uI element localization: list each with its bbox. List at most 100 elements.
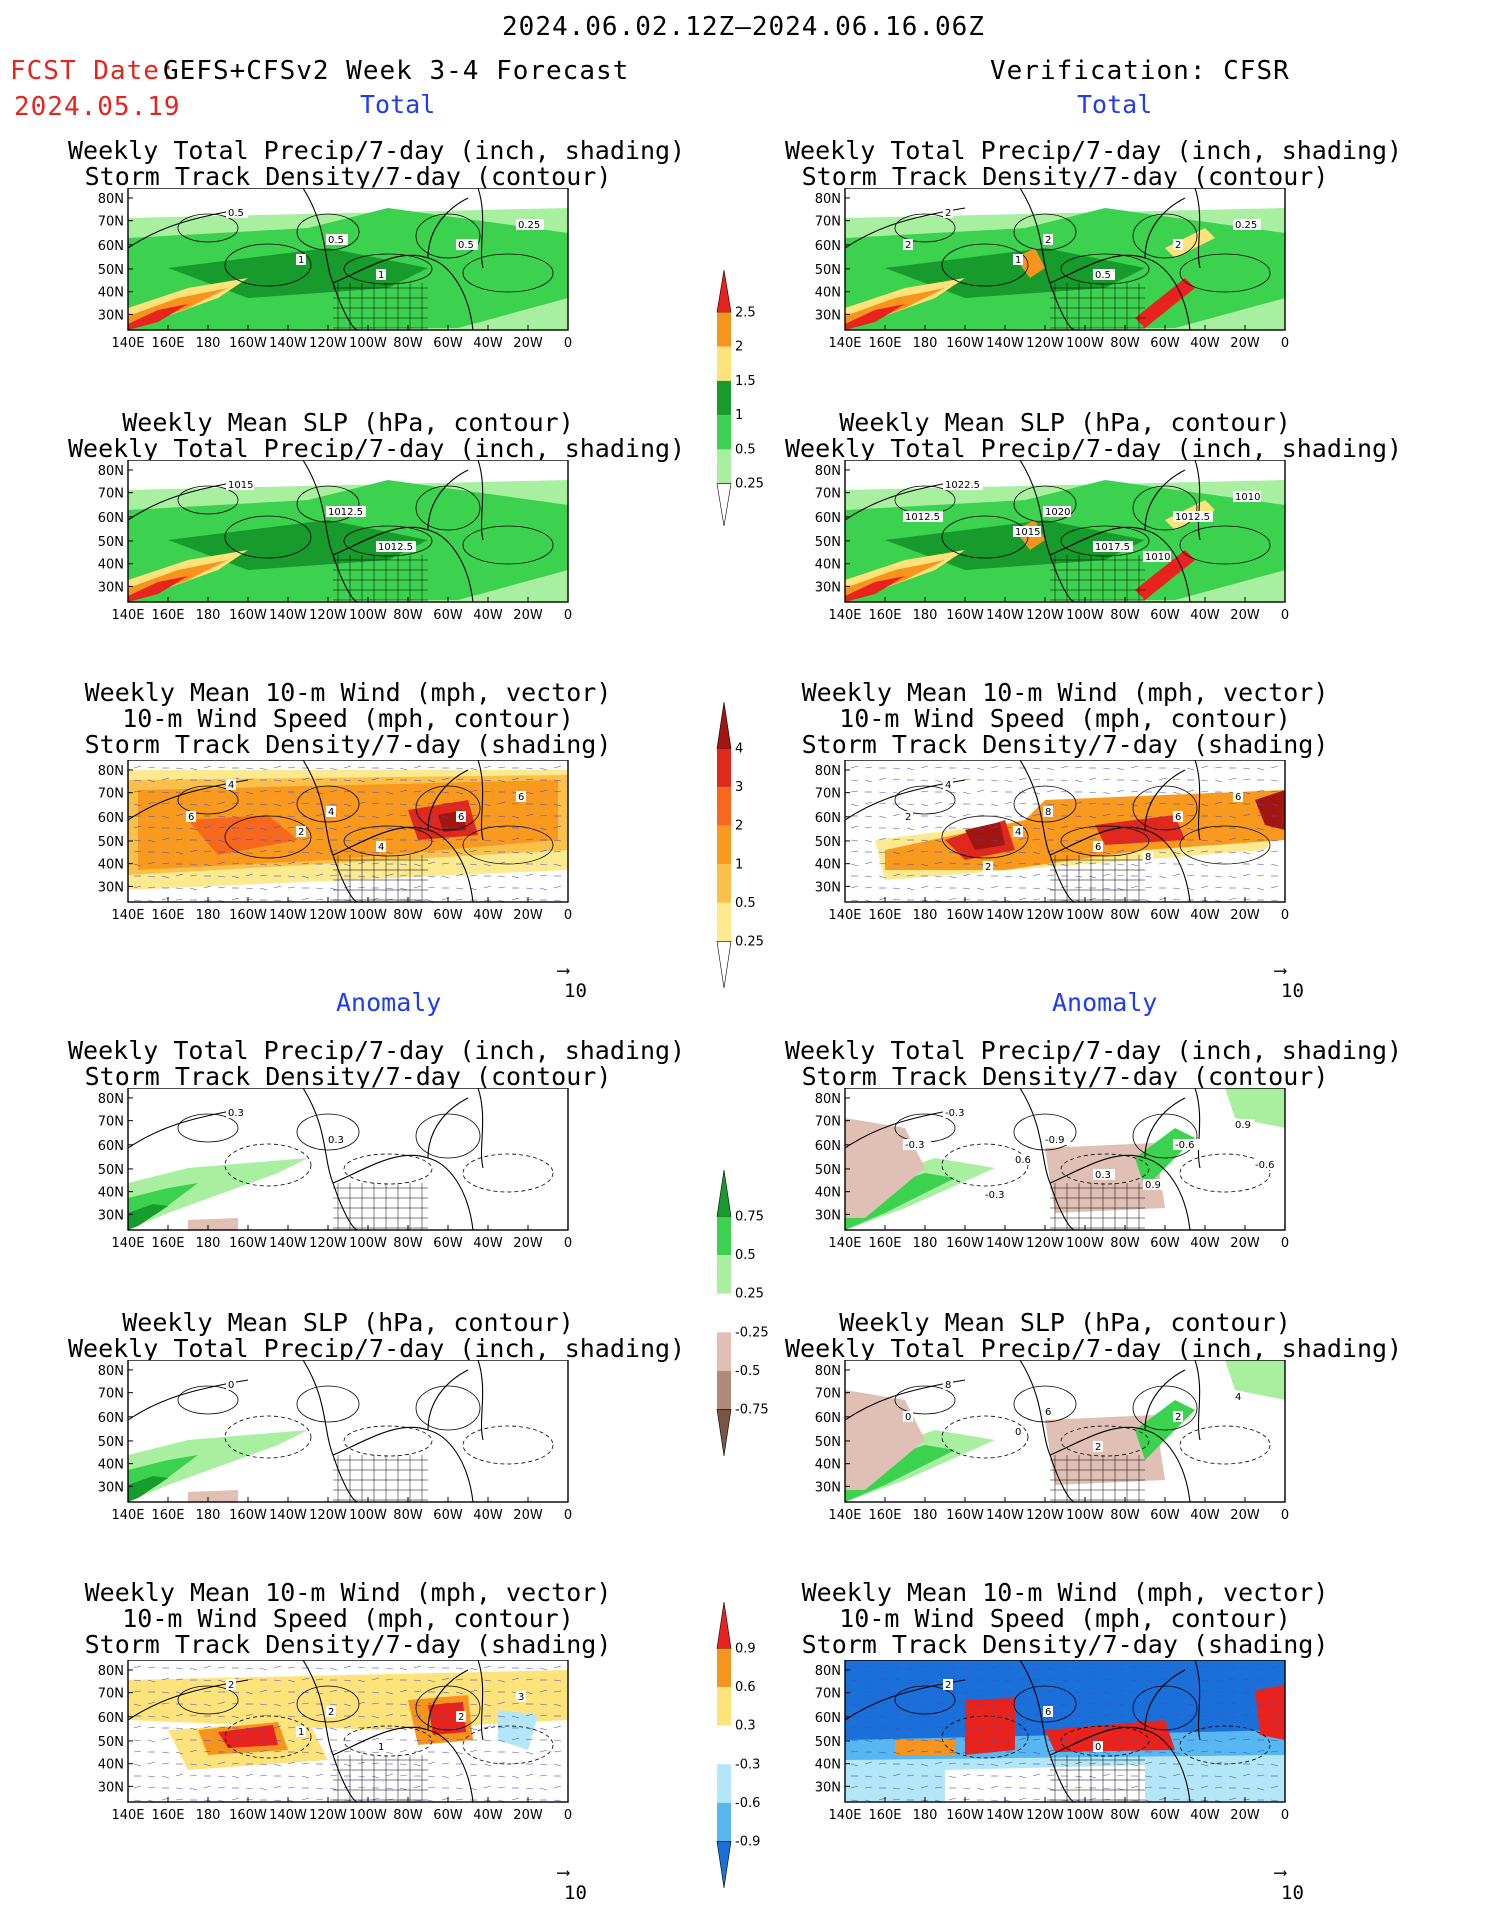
wind-vector (343, 803, 352, 807)
wind-vector (483, 1665, 492, 1669)
contour-line (1013, 485, 1077, 523)
colorbar-swatch (717, 1370, 731, 1410)
wind-vector (906, 767, 915, 771)
lat-tick-label: 60N (815, 1411, 841, 1426)
shading-region (965, 822, 1005, 850)
wind-vector (539, 1787, 548, 1791)
wind-vector (1116, 803, 1125, 806)
contour-line (1132, 1113, 1198, 1159)
wind-vector (1172, 791, 1181, 795)
wind-vector (455, 1738, 464, 1741)
wind-vector (1088, 837, 1097, 841)
lat-tick-label: 80N (98, 1664, 124, 1679)
wind-vector (1242, 827, 1251, 830)
lon-tick-label: 40W (1190, 1508, 1220, 1523)
wind-vector (1200, 839, 1209, 842)
contour-label: 2 (905, 812, 911, 823)
wind-vector (175, 1738, 184, 1741)
lon-tick-label: 100W (1066, 1508, 1104, 1523)
wind-vector (1158, 1715, 1167, 1719)
lon-tick-label: 140W (986, 336, 1024, 351)
wind-vector (1116, 1667, 1125, 1671)
wind-vector (1074, 766, 1083, 769)
wind-vector (878, 1702, 887, 1705)
wind-vector (920, 790, 929, 793)
wind-vector (301, 815, 310, 819)
contour-line (1179, 525, 1271, 565)
wind-vector (1004, 1761, 1013, 1765)
lat-tick-label: 60N (815, 811, 841, 826)
wind-vector (1018, 815, 1027, 819)
wind-vector (175, 898, 184, 901)
wind-vector (1018, 1762, 1027, 1765)
wind-vector (1046, 874, 1055, 877)
wind-vector (864, 766, 873, 769)
lat-tick-label: 30N (815, 1480, 841, 1495)
wind-vector (245, 813, 254, 817)
wind-vector (1032, 778, 1041, 781)
lon-tick-label: 180 (196, 1808, 221, 1823)
wind-vector (455, 1773, 464, 1777)
wind-vector (850, 1799, 859, 1802)
wind-vector (399, 1714, 408, 1717)
wind-vector (483, 839, 492, 842)
wind-vector (469, 803, 478, 806)
wind-vector (1018, 1751, 1027, 1754)
colorbar-label: 0.6 (735, 1680, 756, 1695)
wind-vector (259, 827, 268, 831)
wind-vector (864, 779, 873, 783)
wind-vector (1074, 1761, 1083, 1765)
wind-vector (1018, 791, 1027, 794)
lon-tick-label: 160W (946, 1508, 984, 1523)
wind-vector (175, 1798, 184, 1801)
wind-vector (1130, 1690, 1139, 1693)
contour-line (1179, 1153, 1271, 1193)
wind-vector (231, 862, 240, 865)
wind-vector (1074, 801, 1083, 805)
wind-vector (357, 1715, 366, 1718)
contour-label: 1012.5 (905, 512, 940, 523)
lat-tick-label: 70N (98, 215, 124, 230)
wind-vector (990, 803, 999, 807)
wind-vector (315, 1713, 324, 1717)
wind-vector (920, 1739, 929, 1742)
lat-tick-label: 40N (98, 1186, 124, 1201)
wind-vector (217, 861, 226, 865)
wind-vector (1088, 897, 1097, 901)
contour-label: 2 (228, 1680, 234, 1691)
wind-vector (1144, 826, 1153, 829)
wind-vector (1270, 1739, 1279, 1742)
wind-vector (273, 1763, 282, 1767)
wind-vector (1046, 1703, 1055, 1706)
wind-vector (1144, 875, 1153, 878)
wind-vector (301, 875, 310, 879)
lon-tick-label: 140E (111, 1808, 144, 1823)
lon-tick-label: 100W (1066, 336, 1104, 351)
wind-vector (385, 1713, 394, 1717)
lat-tick-label: 30N (815, 308, 841, 323)
wind-vector (315, 1678, 324, 1681)
wind-vector (1004, 1726, 1013, 1729)
wind-vector (1088, 1691, 1097, 1694)
wind-vector (147, 766, 156, 769)
wind-vector (301, 1737, 310, 1741)
wind-vector (273, 1739, 282, 1742)
wind-vector (1004, 1666, 1013, 1669)
wind-vector (892, 1738, 901, 1741)
shading-region (1225, 1088, 1285, 1128)
wind-vector (962, 898, 971, 901)
wind-vector (1102, 1678, 1111, 1681)
wind-vector (1256, 1667, 1265, 1671)
colorbar-label: 1 (735, 857, 743, 872)
contour-label: 2 (985, 862, 991, 873)
shading-region (965, 1698, 1015, 1755)
lat-tick-label: 50N (815, 835, 841, 850)
wind-vector (343, 779, 352, 782)
verification-label: Verification: CFSR (990, 56, 1290, 86)
wind-vector (1074, 1775, 1083, 1778)
wind-vector (399, 1774, 408, 1777)
wind-vector (175, 1773, 184, 1777)
lon-tick-label: 80W (393, 336, 423, 351)
wind-vector (553, 885, 562, 889)
wind-vector (315, 813, 324, 817)
